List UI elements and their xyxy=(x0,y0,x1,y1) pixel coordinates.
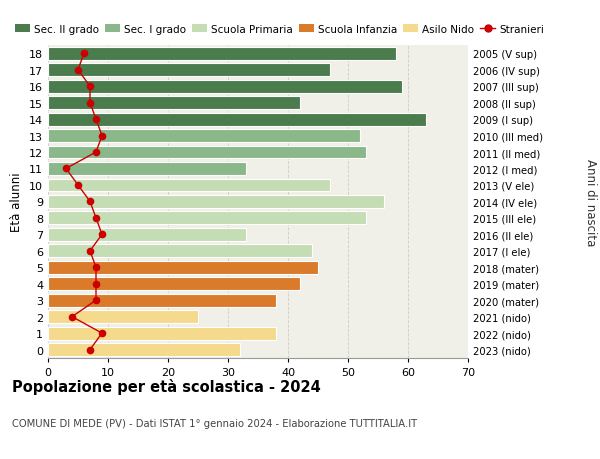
Y-axis label: Età alunni: Età alunni xyxy=(10,172,23,232)
Bar xyxy=(48,97,300,110)
Bar xyxy=(48,311,198,323)
Legend: Sec. II grado, Sec. I grado, Scuola Primaria, Scuola Infanzia, Asilo Nido, Stran: Sec. II grado, Sec. I grado, Scuola Prim… xyxy=(16,24,544,34)
Bar xyxy=(48,294,276,307)
Text: Popolazione per età scolastica - 2024: Popolazione per età scolastica - 2024 xyxy=(12,379,321,395)
Bar xyxy=(48,343,240,356)
Bar xyxy=(48,113,426,126)
Text: Anni di nascita: Anni di nascita xyxy=(584,158,597,246)
Bar xyxy=(48,212,366,225)
Bar xyxy=(48,245,312,257)
Bar xyxy=(48,162,246,175)
Bar xyxy=(48,327,276,340)
Bar xyxy=(48,278,300,291)
Bar xyxy=(48,130,360,143)
Bar xyxy=(48,146,366,159)
Bar xyxy=(48,229,246,241)
Bar xyxy=(48,48,396,61)
Bar xyxy=(48,64,330,77)
Bar xyxy=(48,81,402,93)
Bar xyxy=(48,179,330,192)
Text: COMUNE DI MEDE (PV) - Dati ISTAT 1° gennaio 2024 - Elaborazione TUTTITALIA.IT: COMUNE DI MEDE (PV) - Dati ISTAT 1° genn… xyxy=(12,418,417,428)
Bar xyxy=(48,196,384,208)
Bar xyxy=(48,261,318,274)
